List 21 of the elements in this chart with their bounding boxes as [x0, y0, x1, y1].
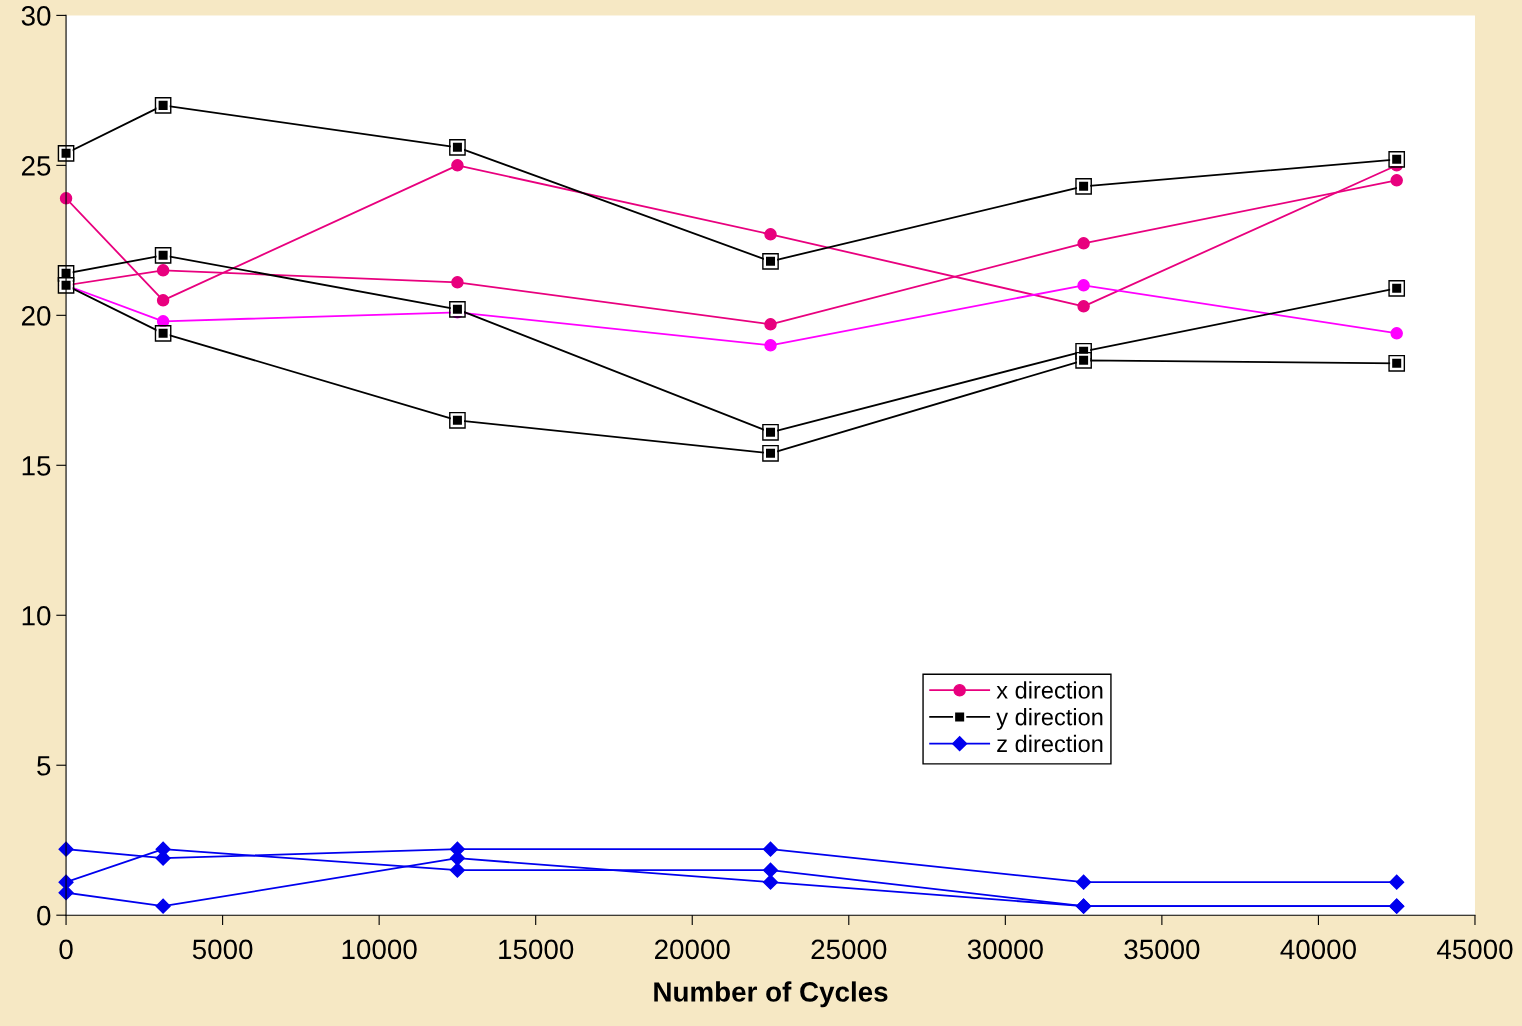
- legend-label: x direction: [996, 681, 1103, 699]
- x-tick-label: 25000: [811, 939, 887, 960]
- x-tick-label: 45000: [1436, 939, 1513, 960]
- y-tick-label: 15: [22, 456, 51, 476]
- x-tick-label: 30000: [967, 939, 1043, 960]
- x-tick-label: 20000: [655, 939, 730, 960]
- x-tick-label: 15000: [499, 939, 574, 960]
- legend-label: z direction: [997, 734, 1103, 753]
- legend-label: y direction: [996, 708, 1103, 731]
- y-tick-label: 5: [37, 756, 51, 776]
- y-tick-label: 20: [21, 305, 51, 326]
- y-tick-label: 0: [37, 905, 51, 926]
- x-tick-label: 0: [59, 939, 73, 960]
- x-tick-label: 10000: [342, 939, 417, 960]
- y-tick-label: 10: [22, 605, 51, 626]
- x-axis-title: Number of Cycles: [654, 981, 888, 1008]
- y-tick-label: 30: [21, 6, 51, 26]
- x-tick-label: 40000: [1280, 939, 1356, 960]
- y-tick-label: 25: [21, 156, 51, 176]
- x-tick-label: 5000: [192, 939, 253, 960]
- x-tick-label: 35000: [1124, 939, 1200, 960]
